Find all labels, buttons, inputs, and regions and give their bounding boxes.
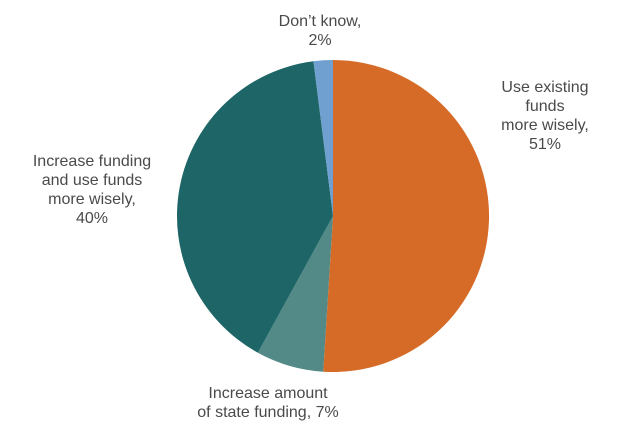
pie-slice-3 (313, 60, 333, 216)
slice-label-line: of state funding, 7% (197, 404, 338, 421)
slice-label-line: Use existing (501, 79, 588, 96)
pie-slice-1 (257, 216, 333, 372)
slice-label-line: 2% (308, 32, 331, 49)
slice-label-line: more wisely, (48, 191, 136, 208)
pie-slice-0 (323, 59, 490, 372)
slice-label-line: funds (525, 98, 564, 115)
pie-slice-2 (177, 61, 333, 353)
slice-label-line: 51% (529, 136, 561, 153)
slice-label-line: Increase amount (208, 385, 328, 402)
slice-label-line: Don’t know, (279, 13, 362, 30)
slice-label-line: Increase funding (33, 153, 151, 170)
slice-label-line: 40% (76, 210, 108, 227)
slice-label-1: Increase amount of state funding, 7% (197, 385, 338, 421)
slice-label-line: more wisely, (501, 117, 589, 134)
slice-label-line: and use funds (42, 172, 143, 189)
slice-label-2: Increase funding and use funds more wisely… (33, 153, 151, 227)
slice-label-3: Don’t know, 2% (279, 13, 362, 49)
slice-label-0: Use existing funds more wisely, 51% (501, 79, 589, 153)
